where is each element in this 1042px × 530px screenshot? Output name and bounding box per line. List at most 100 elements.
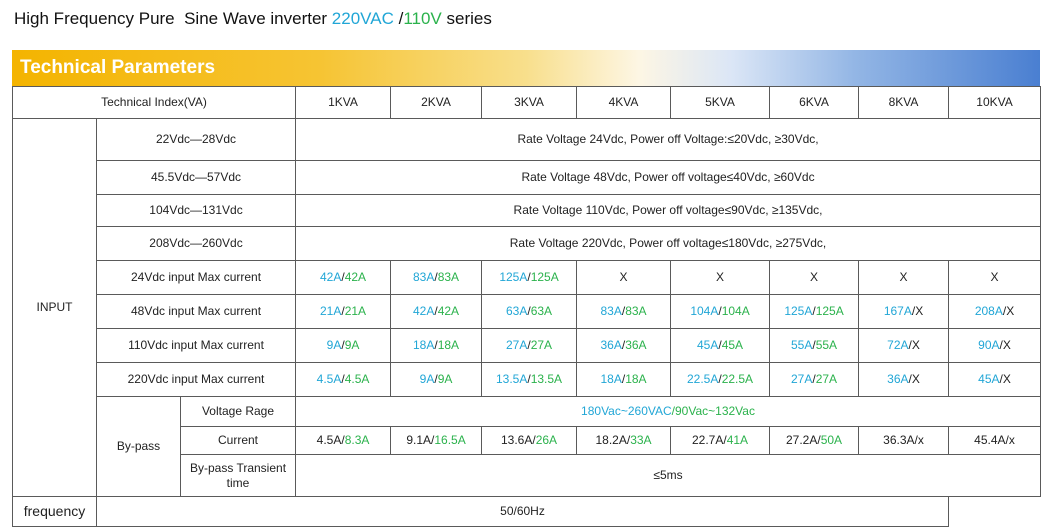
current-value-110v: 125A [815,304,844,318]
header-row: Technical Index(VA) 1KVA 2KVA 3KVA 4KVA 5KVA 6… [11,86,1042,119]
current-value-110v: 36A [625,338,647,352]
current-separator: / [812,372,816,386]
bypass-current-110: 41A [726,433,749,447]
bypass-current-220: 27.2A/ [785,433,821,447]
header-model-2kva: 2KVA [390,86,483,119]
max-current-row: 24Vdc input Max current 42A/42A 83A/83A 125… [13,260,1042,295]
bypass-current-cell: 9.1A/16.5A [390,426,483,455]
banner-title: Technical Parameters [20,57,216,78]
frequency-row: frequency 50/60Hz [12,496,1041,527]
current-value-110v: 22.5A [721,372,754,386]
title-suffix: series [441,9,492,28]
max-current-label: 220Vdc input Max current [95,362,297,397]
current-separator: / [527,270,531,284]
bypass-current-110: 33A [630,433,652,447]
voltage-spec-value: Rate Voltage 110Vdc, Power off voltage≤9… [295,194,1042,227]
bypass-transient-row: By-pass Transient time ≤5ms [13,454,1042,497]
current-separator: / [812,338,816,352]
current-value-110v: 45A [721,338,744,352]
voltage-range-label: 104Vdc—131Vdc [95,194,297,227]
voltage-range-label: 45.5Vdc—57Vdc [95,160,297,195]
current-value-110v: 27A [815,372,838,386]
current-value-220v: 55A [790,338,813,352]
current-separator: / [812,304,816,318]
current-value-220v: 72A [887,338,909,352]
current-value-110v: 27A [530,338,553,352]
spec-table: Technical Index(VA) 1KVA 2KVA 3KVA 4KVA 5KVA 6… [11,86,1042,527]
bypass-current-220: 18.2A/ [595,433,631,447]
current-value-220v: 13.5A [495,372,528,386]
bypass-voltage-110: /90Vac~132Vac [671,404,755,418]
header-model-5kva: 5KVA [670,86,771,119]
bypass-voltage-label: Voltage Rage [179,396,297,427]
bypass-current-cell: 36.3A/x [858,426,950,455]
frequency-label: frequency [12,496,97,527]
current-separator: / [434,372,438,386]
current-value-110v: 13.5A [530,372,563,386]
current-separator: / [341,338,345,352]
current-value: X [990,270,999,284]
current-value-110v: X [911,338,920,352]
current-value-220v: 36A [887,372,909,386]
max-current-cell: 42A/42A [390,294,483,329]
current-value-220v: 9A [419,372,435,386]
current-separator: / [621,372,626,386]
current-value-220v: 208A [974,304,1003,318]
header-model-8kva: 8KVA [858,86,950,119]
max-current-label: 110Vdc input Max current [95,328,297,363]
title-slash: / [393,9,404,28]
max-current-row: 220Vdc input Max current 4.5A/4.5A 9A/9A 13… [13,362,1042,397]
max-current-row: 110Vdc input Max current 9A/9A 18A/18A 27A/… [13,328,1042,363]
current-separator: / [621,338,626,352]
max-current-label: 48Vdc input Max current [95,294,297,329]
max-current-cell: 83A/83A [576,294,672,329]
bypass-current-220: 9.1A/ [406,433,435,447]
max-current-cell: 27A/27A [769,362,860,397]
frequency-value: 50/60Hz [95,496,950,527]
max-current-cell: 72A/X [858,328,950,363]
voltage-row: 104Vdc—131Vdc Rate Voltage 110Vdc, Power … [13,194,1042,227]
current-value-110v: 9A [344,338,360,352]
max-current-cell: 27A/27A [481,328,578,363]
current-separator: / [341,270,345,284]
max-current-cell: 36A/36A [576,328,672,363]
bypass-voltage-value: 180Vac~260VAC/90Vac~132Vac [295,396,1042,427]
current-value-110v: X [915,304,924,318]
current-value-220v: 125A [784,304,813,318]
bypass-current-220: 13.6A/ [500,433,536,447]
max-current-cell: 63A/63A [481,294,578,329]
max-current-cell: 21A/21A [295,294,392,329]
max-current-cell: X [769,260,860,295]
current-value-220v: 21A [319,304,342,318]
current-separator: / [527,338,531,352]
header-model-4kva: 4KVA [576,86,672,119]
current-separator: / [434,270,438,284]
current-value-220v: 27A [505,338,528,352]
current-value-220v: 22.5A [686,372,719,386]
bypass-transient-label: By-pass Transient time [179,454,297,497]
current-value-220v: 90A [978,338,1000,352]
max-current-cell: X [948,260,1042,295]
max-current-cell: 55A/55A [769,328,860,363]
voltage-row: 45.5Vdc—57Vdc Rate Voltage 48Vdc, Power o… [13,160,1042,195]
current-separator: / [718,372,722,386]
bypass-current-110: 26A [535,433,558,447]
current-value: X [899,270,908,284]
bypass-current-220: 22.7A/ [691,433,727,447]
max-current-cell: 208A/X [948,294,1042,329]
title-220vac: 220VAC [331,9,394,28]
input-group-label: INPUT [12,118,97,497]
current-value: X [619,270,628,284]
voltage-range-label: 22Vdc—28Vdc [95,118,297,161]
current-separator: / [999,372,1003,386]
max-current-cell: 90A/X [948,328,1042,363]
max-current-cell: 9A/9A [295,328,392,363]
current-value-110v: 18A [625,372,647,386]
current-value-220v: 45A [696,338,719,352]
current-separator: / [434,304,438,318]
current-separator: / [718,338,722,352]
current-separator: / [999,338,1003,352]
bypass-group-label: By-pass [96,396,181,497]
header-model-1kva: 1KVA [295,86,392,119]
current-value-110v: 55A [815,338,838,352]
